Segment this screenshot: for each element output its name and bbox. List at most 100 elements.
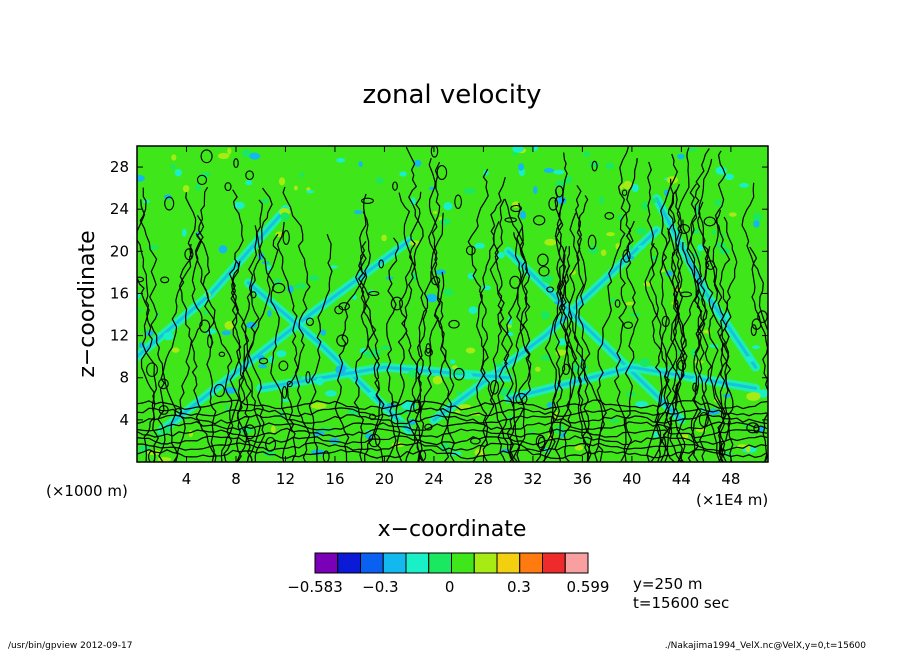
field-blob [753, 220, 760, 228]
contour-loop [537, 253, 549, 267]
contour-loop [698, 411, 709, 428]
y-axis-unit-label: (×1000 m) [46, 482, 128, 500]
field-blob [306, 187, 311, 192]
field-blob [456, 391, 462, 396]
x-tick-label: 40 [622, 470, 641, 488]
contour-loop [390, 401, 399, 407]
contour-line [190, 186, 217, 462]
field-blob [413, 159, 422, 167]
colorbar-swatch [473, 552, 498, 574]
contour-loop [548, 197, 559, 211]
field-blob [752, 392, 761, 398]
contour-line [666, 147, 690, 462]
contour-loop [392, 181, 398, 191]
field-blob [532, 146, 538, 152]
contour-loop [281, 386, 288, 399]
contour-line [708, 150, 726, 462]
contour-line [223, 260, 242, 462]
contour-loop [160, 276, 170, 284]
contour-loop [510, 204, 522, 213]
contour-loop [436, 165, 448, 180]
contour-loop [454, 194, 462, 210]
contour-line [617, 146, 639, 462]
field-blob [174, 169, 182, 177]
contour-loop [431, 276, 441, 286]
contour-line [554, 189, 573, 462]
contour-loop [604, 212, 615, 220]
contour-line-low [137, 407, 768, 418]
field-blob [713, 200, 722, 206]
colorbar-swatch [564, 552, 589, 574]
contour-loop [555, 185, 564, 198]
contour-lines [137, 146, 768, 462]
contour-loop [533, 215, 546, 226]
field-blob [454, 410, 461, 414]
contour-line [575, 185, 593, 462]
field-blob [609, 419, 620, 423]
contour-loop [286, 380, 293, 388]
wave-band-core [506, 249, 683, 422]
field-blob [588, 246, 599, 254]
contour-line [247, 225, 266, 462]
field-blob [511, 152, 518, 156]
field-blob [221, 330, 232, 336]
field-blob [195, 183, 201, 192]
contour-loop [430, 146, 439, 158]
contour-loop [614, 299, 621, 308]
contour-loop [146, 362, 158, 377]
annotation-y: y=250 m [633, 575, 702, 593]
contour-loop [489, 380, 500, 395]
field-blob [246, 321, 257, 329]
wave-band-core [137, 207, 287, 359]
x-tick-label: 32 [523, 470, 542, 488]
contour-loop [305, 317, 314, 327]
contour-line [490, 177, 514, 462]
field-blob [280, 212, 290, 221]
contour-loop [750, 324, 757, 336]
contour-loop [587, 234, 597, 250]
field-blob [227, 147, 232, 155]
contour-line [137, 199, 159, 462]
contour-loop [677, 224, 691, 234]
field-blob [276, 350, 287, 358]
contour-loop [622, 249, 631, 263]
field-blob [137, 175, 145, 182]
field-blob [271, 425, 276, 434]
x-axis-ticks: 4 8 12 16 20 24 28 32 36 40 44 48 [182, 146, 740, 488]
y-axis-ticks: 4 8 12 16 20 24 28 [110, 158, 768, 429]
field-blob [600, 249, 607, 256]
contour-loop [158, 378, 169, 390]
contour-loop [453, 367, 465, 381]
x-tick-label: 4 [182, 470, 192, 488]
contour-loop [470, 437, 481, 445]
plot-frame [136, 145, 769, 463]
contour-line [230, 261, 246, 462]
field-blob [497, 251, 505, 259]
field-blob [540, 311, 550, 320]
contour-line [713, 216, 738, 462]
contour-loop [174, 408, 183, 417]
field-blob [653, 431, 659, 438]
field-blob [443, 202, 453, 211]
contour-line-low [137, 427, 768, 439]
colorbar-swatch [314, 552, 339, 574]
contour-line [405, 191, 428, 462]
contour-line [395, 146, 424, 462]
contour-line [195, 215, 234, 462]
field-blob [163, 332, 174, 341]
field-blob [752, 345, 760, 350]
field-blob [170, 164, 176, 170]
contour-line [560, 246, 589, 462]
contour-line [467, 168, 489, 462]
field-blob [315, 377, 324, 386]
field-blob [745, 356, 755, 363]
field-blob [582, 151, 591, 157]
contour-line [479, 221, 515, 462]
contour-line [236, 187, 273, 462]
field-blob [311, 402, 327, 409]
field-blob [474, 242, 485, 249]
colorbar-swatch [360, 552, 384, 574]
contour-line [308, 234, 333, 462]
field-blob [306, 190, 315, 194]
colorbar-swatch [382, 552, 407, 574]
